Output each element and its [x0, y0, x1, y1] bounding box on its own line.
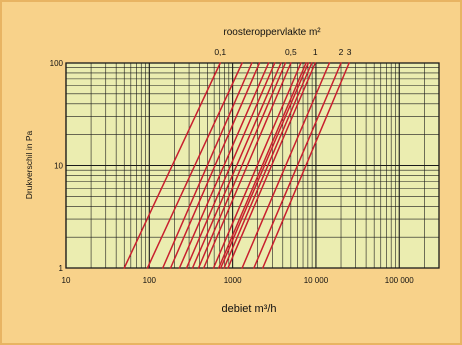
series-line-11 — [217, 62, 307, 269]
series-line-2 — [146, 62, 243, 269]
area-labels: 0,1 0,5 1 2 3 — [214, 47, 351, 57]
chart-title: roosteroppervlakte m² — [223, 27, 321, 38]
series-line-15 — [241, 62, 331, 269]
x-tick-label: 1000 — [224, 276, 242, 285]
area-label: 1 — [313, 47, 318, 57]
area-label: 0,1 — [214, 47, 226, 57]
x-tick-label: 10 000 — [304, 276, 329, 285]
x-tick-label: 10 — [62, 276, 71, 285]
series-line-17 — [262, 62, 350, 269]
series-line-1 — [123, 62, 221, 269]
series-line-13 — [223, 62, 313, 269]
area-label: 2 — [339, 47, 344, 57]
series-line-4 — [169, 62, 261, 269]
tick-labels: 10 100 1000 10 000 100 000 1 10 100 — [50, 59, 415, 285]
series-line-6 — [185, 62, 276, 269]
series-line-12 — [219, 62, 310, 269]
series-line-16 — [253, 62, 342, 269]
area-label: 0,5 — [285, 47, 297, 57]
series-line-5 — [178, 62, 270, 269]
area-label: 3 — [347, 47, 352, 57]
y-tick-label: 1 — [59, 264, 64, 273]
grid-lines — [65, 62, 440, 269]
series-lines — [123, 62, 350, 269]
series-line-3 — [162, 62, 253, 269]
y-tick-label: 100 — [50, 59, 64, 68]
y-axis-label: Drukverschil in Pa — [24, 130, 34, 199]
series-line-14 — [227, 62, 316, 269]
x-tick-label: 100 — [143, 276, 157, 285]
series-line-10 — [212, 62, 302, 269]
series-line-8 — [197, 62, 287, 269]
series-line-9 — [202, 62, 292, 269]
chart-svg: 10 100 1000 10 000 100 000 1 10 100 0,1 0,5 1 2 3 r… — [24, 27, 440, 315]
x-tick-label: 100 000 — [385, 276, 414, 285]
x-axis-label: debiet m³/h — [221, 303, 276, 315]
series-line-7 — [191, 62, 282, 269]
y-tick-label: 10 — [54, 162, 63, 171]
